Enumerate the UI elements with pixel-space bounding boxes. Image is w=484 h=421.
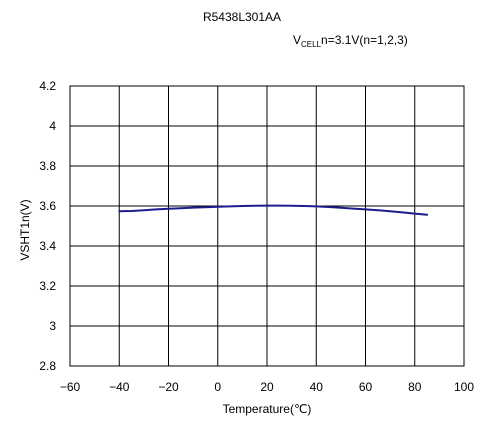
y-tick-label: 4 — [49, 119, 56, 133]
y-tick-label: 2.8 — [39, 359, 56, 373]
x-tick-label: 60 — [359, 380, 373, 394]
x-tick-label: −60 — [60, 380, 81, 394]
x-tick-label: 80 — [408, 380, 422, 394]
x-axis-label: Temperature(℃) — [222, 402, 312, 416]
y-axis-label: VSHT1n(V) — [18, 199, 32, 261]
grid-lines — [69, 85, 465, 367]
axis-ticks: −60 −40 −20 0 20 40 60 80 100 2.8 3 3.2 3.4 3.6 3.8 4 4.… — [39, 79, 474, 394]
series-line — [118, 204, 429, 216]
x-tick-label: 20 — [260, 380, 274, 394]
y-tick-label: 3.2 — [39, 279, 56, 293]
subtitle-suffix: n=3.1V(n=1,2,3) — [321, 33, 408, 47]
x-tick-label: 0 — [214, 380, 221, 394]
y-tick-label: 3.6 — [39, 199, 56, 213]
y-tick-label: 3.4 — [39, 239, 56, 253]
x-tick-label: −40 — [109, 380, 130, 394]
plot-area — [69, 85, 465, 367]
x-tick-label: −20 — [158, 380, 179, 394]
y-tick-label: 3 — [49, 319, 56, 333]
chart-subtitle: VCELLn=3.1V(n=1,2,3) — [293, 33, 408, 49]
series-layer — [118, 204, 429, 216]
x-tick-label: 100 — [454, 380, 474, 394]
chart-title: R5438L301AA — [202, 10, 282, 24]
x-tick-label: 40 — [310, 380, 324, 394]
y-tick-label: 3.8 — [39, 159, 56, 173]
subtitle-prefix: V — [293, 33, 302, 47]
subtitle-subscript: CELL — [301, 40, 322, 49]
y-tick-label: 4.2 — [39, 79, 56, 93]
